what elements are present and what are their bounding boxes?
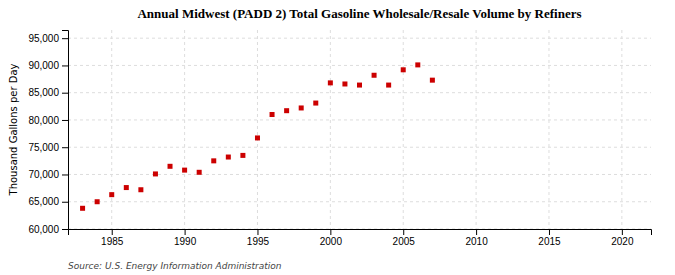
y-tick: 65,000 <box>28 196 68 207</box>
x-tick-label: 2010 <box>465 236 488 247</box>
y-tick-mark <box>62 229 68 230</box>
y-tick-label: 85,000 <box>28 87 59 98</box>
x-tick-mark <box>330 229 331 235</box>
grid-line-y <box>68 65 651 66</box>
grid-line-x <box>111 30 112 229</box>
grid-line-x <box>184 30 185 229</box>
grid <box>68 30 651 229</box>
x-tick: 1990 <box>174 229 197 247</box>
x-tick-mark <box>476 229 477 235</box>
y-axis-line <box>62 31 69 230</box>
point <box>415 62 420 67</box>
grid-line-y <box>68 119 651 120</box>
y-axis: 60,000 65,000 70,000 75,000 80,000 85,000 90,0… <box>28 31 68 235</box>
plot: 1985 1990 1995 2000 2005 2010 2015 2020 60,000 65… <box>28 30 651 247</box>
x-tick: 1985 <box>101 229 124 247</box>
x-tick-mark <box>403 229 404 235</box>
point <box>299 105 304 110</box>
point <box>138 187 143 192</box>
x-tick-label: 1990 <box>174 236 197 247</box>
point <box>153 171 158 176</box>
grid-line-x <box>476 30 477 229</box>
grid-line-x <box>257 30 258 229</box>
y-tick-mark <box>62 174 68 175</box>
point <box>401 67 406 72</box>
source: Source: U.S. Energy Information Administ… <box>68 261 282 271</box>
x-tick-label: 1985 <box>101 236 124 247</box>
y-tick: 70,000 <box>28 169 68 180</box>
y-tick: 85,000 <box>28 87 68 98</box>
y-axis-label: Thousand Gallons per Day <box>8 63 19 196</box>
point <box>109 192 114 197</box>
point <box>124 185 129 190</box>
grid-line-y <box>68 38 651 39</box>
grid-line-x <box>548 30 549 229</box>
x-tick: 2020 <box>611 229 634 247</box>
y-tick: 95,000 <box>28 33 68 44</box>
y-tick-mark <box>62 202 68 203</box>
y-tick-label: 60,000 <box>28 224 59 235</box>
y-tick: 75,000 <box>28 142 68 153</box>
point <box>197 170 202 175</box>
point <box>284 108 289 113</box>
grid-line-x <box>621 30 622 229</box>
y-tick-label: 70,000 <box>28 169 59 180</box>
y-tick-mark <box>62 120 68 121</box>
x-tick-mark <box>257 229 258 235</box>
marks <box>80 62 435 210</box>
point <box>372 73 377 78</box>
x-tick: 2010 <box>465 229 488 247</box>
point <box>430 78 435 83</box>
x-tick-label: 2005 <box>393 236 416 247</box>
point <box>80 206 85 211</box>
point <box>95 199 100 204</box>
y-tick-mark <box>62 38 68 39</box>
grid-line-y <box>68 201 651 202</box>
y-tick: 90,000 <box>28 60 68 71</box>
point <box>313 101 318 106</box>
y-tick: 80,000 <box>28 115 68 126</box>
x-tick-mark <box>549 229 550 235</box>
grid-line-y <box>68 147 651 148</box>
point <box>342 81 347 86</box>
point <box>168 164 173 169</box>
x-tick: 2000 <box>320 229 343 247</box>
title: Annual Midwest (PADD 2) Total Gasoline W… <box>137 6 581 21</box>
x-tick-label: 1995 <box>247 236 270 247</box>
x-tick-mark <box>622 229 623 235</box>
y-tick-label: 75,000 <box>28 142 59 153</box>
point <box>240 153 245 158</box>
point <box>386 83 391 88</box>
x-tick-label: 2000 <box>320 236 343 247</box>
y-tick-label: 80,000 <box>28 115 59 126</box>
point <box>328 80 333 85</box>
y-tick-label: 65,000 <box>28 196 59 207</box>
grid-line-x <box>403 30 404 229</box>
x-tick: 2005 <box>393 229 416 247</box>
chart: 1985 1990 1995 2000 2005 2010 2015 2020 60,000 65… <box>0 0 675 275</box>
grid-line-y <box>68 92 651 93</box>
point <box>357 83 362 88</box>
y-tick-mark <box>62 65 68 66</box>
y-tick-label: 90,000 <box>28 60 59 71</box>
y-tick: 60,000 <box>28 224 68 235</box>
point <box>226 155 231 160</box>
x-axis-line <box>69 230 652 236</box>
y-tick-mark <box>62 93 68 94</box>
x-tick: 1995 <box>247 229 270 247</box>
point <box>270 112 275 117</box>
x-tick-mark <box>112 229 113 235</box>
x-tick-label: 2015 <box>538 236 561 247</box>
point <box>211 158 216 163</box>
x-tick-label: 2020 <box>611 236 634 247</box>
y-tick-label: 95,000 <box>28 33 59 44</box>
grid-line-x <box>330 30 331 229</box>
x-tick: 2015 <box>538 229 561 247</box>
point <box>255 135 260 140</box>
y-tick-mark <box>62 147 68 148</box>
point <box>182 168 187 173</box>
x-axis: 1985 1990 1995 2000 2005 2010 2015 2020 <box>69 229 652 247</box>
x-tick-mark <box>185 229 186 235</box>
